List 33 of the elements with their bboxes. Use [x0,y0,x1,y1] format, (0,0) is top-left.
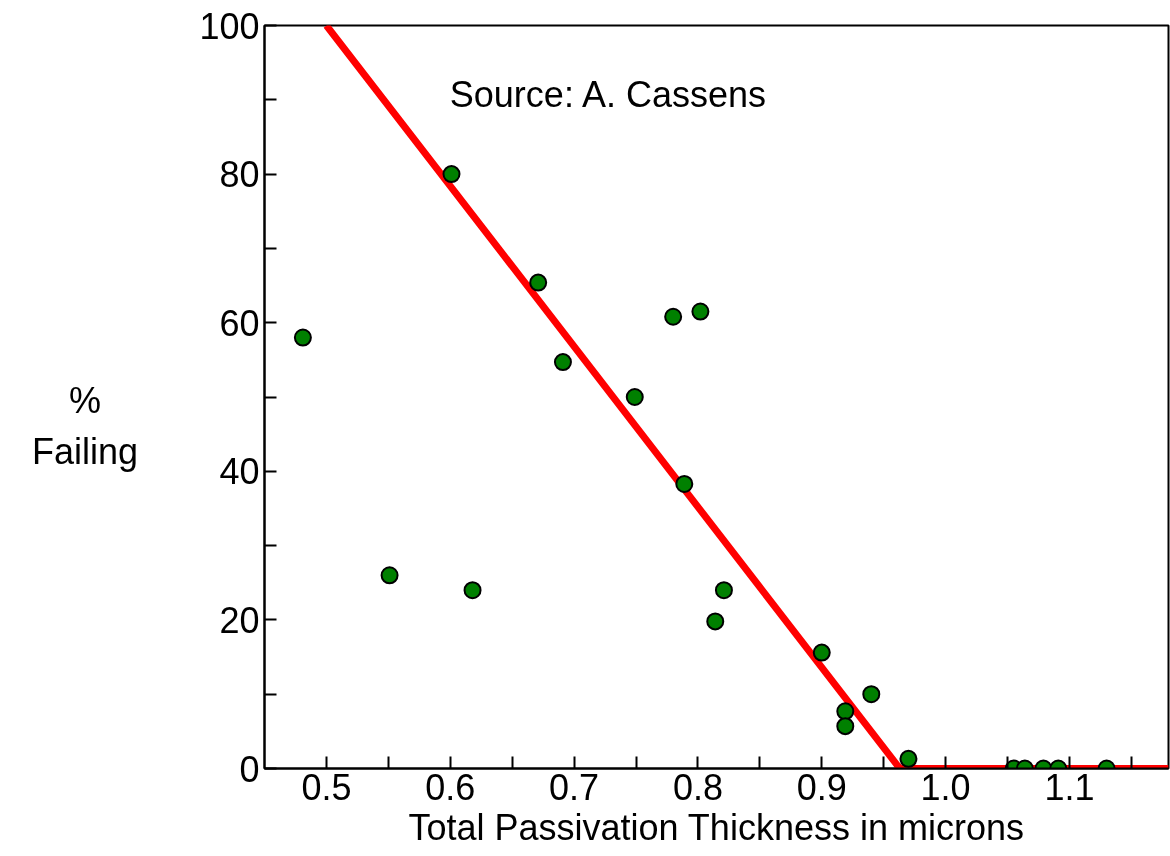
x-axis-title: Total Passivation Thickness in microns [408,806,1024,848]
point [625,388,644,406]
annotation: Source: A. Cassens [449,73,766,115]
point [691,302,710,321]
x-tick-label: 0.7 [549,766,600,808]
point [714,581,733,600]
y-tick-label: 80 [219,154,260,196]
point [553,353,572,372]
x-tick-label: 0.6 [425,766,476,808]
point [442,165,461,184]
point [664,307,683,326]
y-tick-label: 0 [239,748,260,790]
x-tick-label: 0.8 [672,766,723,808]
x-tick-label: 1.0 [920,766,971,808]
point [836,702,855,721]
point [529,273,548,292]
y-tick-label: 20 [219,599,260,641]
point [862,685,881,704]
point [293,328,312,347]
x-tick-label: 0.9 [796,766,847,808]
point [812,643,831,662]
x-tick-label: 1.1 [1044,766,1095,808]
x-tick-label: 0.5 [301,766,352,808]
y-tick-label: 40 [219,451,260,493]
point [380,566,399,585]
point [899,749,918,768]
point [463,581,482,600]
y-tick-label: 60 [219,302,260,344]
y-tick-label: 100 [199,5,260,47]
point [675,474,694,493]
point [836,717,855,736]
point [706,612,725,631]
y-axis-title: % Failing [30,379,140,475]
